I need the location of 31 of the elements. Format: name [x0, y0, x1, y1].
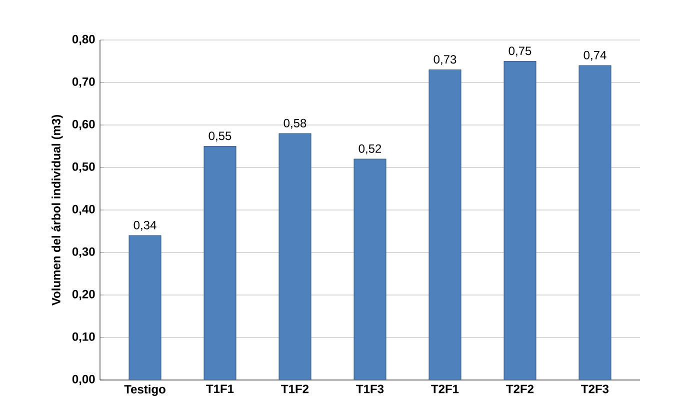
y-tick-label: 0,60 — [72, 120, 95, 130]
y-tick-label: 0,40 — [72, 204, 95, 216]
data-label: 0,52 — [358, 144, 382, 154]
bar — [504, 60, 536, 380]
y-tick-label: 0,00 — [72, 374, 95, 386]
bar — [578, 65, 612, 380]
x-tick-label: T1F2 — [281, 384, 309, 394]
bar — [128, 235, 162, 380]
y-tick-label: 0,50 — [72, 162, 95, 173]
x-tick-label: T2F2 — [506, 384, 534, 394]
data-label: 0,73 — [434, 55, 456, 66]
y-tick-label: 0,10 — [72, 332, 95, 343]
data-label: 0,58 — [284, 118, 306, 129]
data-label: 0,75 — [508, 46, 532, 57]
y-tick-label: 0,20 — [72, 290, 95, 300]
bar — [428, 69, 462, 380]
data-label: 0,74 — [584, 50, 606, 61]
y-axis-title: Volumen del árbol individual (m3) — [51, 115, 63, 306]
bar — [204, 146, 236, 380]
y-tick-label: 0,30 — [72, 247, 95, 258]
x-tick-label: T1F1 — [206, 384, 234, 393]
data-label: 0,34 — [134, 220, 156, 231]
data-label: 0,55 — [208, 132, 232, 142]
bar — [278, 133, 312, 380]
x-tick-label: T2F1 — [431, 384, 459, 394]
y-tick-label: 0,70 — [72, 77, 95, 88]
bar — [354, 158, 386, 380]
y-tick-label: 0,80 — [72, 34, 95, 46]
x-tick-label: T1F3 — [356, 384, 384, 394]
x-tick-label: Testigo — [124, 384, 166, 396]
x-tick-label: T2F3 — [581, 384, 609, 394]
